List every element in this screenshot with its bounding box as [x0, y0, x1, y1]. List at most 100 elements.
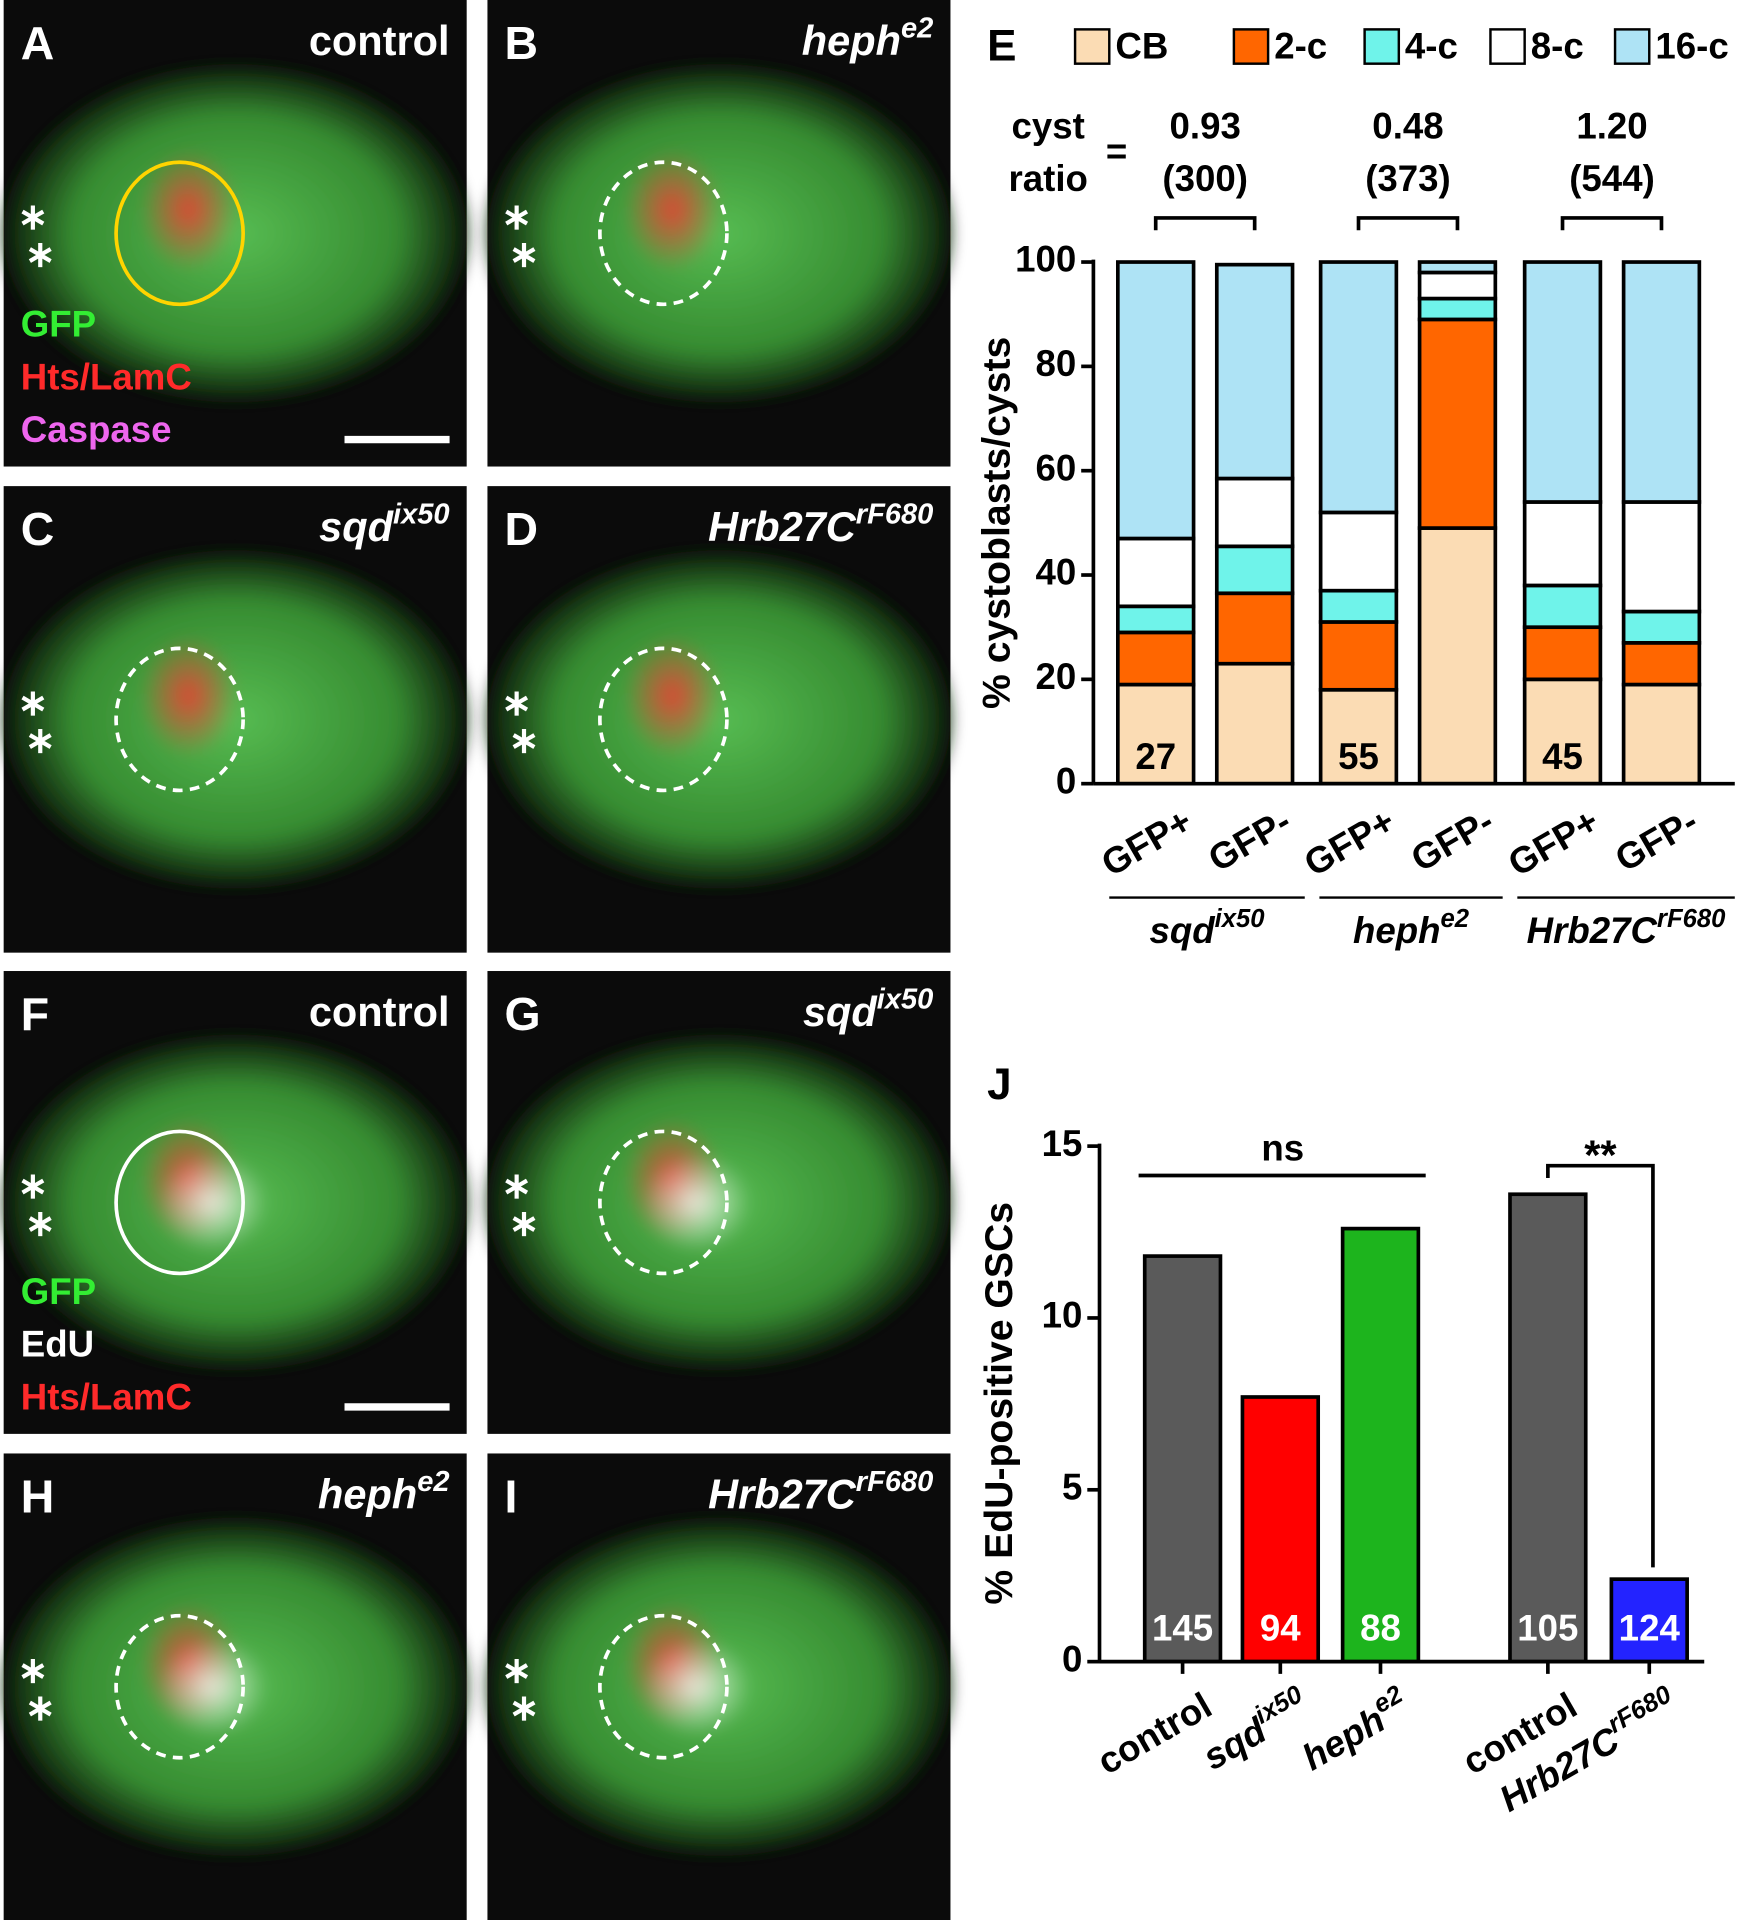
genotype-base: sqd — [803, 988, 878, 1035]
asterisk: ∗ — [501, 1649, 532, 1690]
y-tick-label: 100 — [1015, 239, 1076, 280]
bracket — [1153, 216, 1257, 231]
micrograph-content — [3, 1518, 467, 1855]
cell-outline — [598, 646, 729, 793]
tissue — [3, 551, 467, 888]
ratio-label: cyst — [1012, 105, 1085, 146]
x-tick-label: GFP+ — [1094, 800, 1198, 884]
x-tick-label: GFP- — [1201, 800, 1297, 879]
genotype-base: heph — [802, 17, 901, 64]
sig-bracket — [1546, 1163, 1655, 1568]
panel-label: J — [987, 1060, 1011, 1109]
bar-segment — [1417, 296, 1498, 322]
asterisk: ∗ — [501, 196, 532, 237]
legend-label: CB — [1115, 26, 1168, 67]
x-tick-label: GFP- — [1608, 800, 1704, 879]
bar-count: 124 — [1619, 1608, 1681, 1649]
bar-count: 88 — [1360, 1608, 1401, 1649]
group-label-base: sqd — [1149, 910, 1216, 951]
sig-label: ns — [1261, 1128, 1304, 1169]
tissue — [487, 65, 951, 402]
asterisk: ∗ — [501, 682, 532, 723]
micrograph-content — [3, 551, 467, 888]
cell-outline — [114, 1613, 245, 1760]
genotype-base: control — [309, 988, 450, 1035]
bracket — [1560, 216, 1664, 231]
bar-segment — [1621, 500, 1702, 614]
genotype: Hrb27CrF680 — [708, 1466, 933, 1518]
genotype: Hrb27CrF680 — [708, 498, 933, 550]
bracket — [1356, 216, 1460, 231]
x-tick-label: control — [1090, 1684, 1218, 1782]
bar-segment — [1318, 260, 1399, 515]
bar-segment — [1214, 476, 1295, 549]
x-tick-label: hephe2 — [1293, 1680, 1417, 1778]
genotype-sup: e2 — [417, 1466, 449, 1498]
micrograph-content — [487, 1035, 951, 1370]
bar — [1240, 1395, 1321, 1664]
cell-outline — [598, 1129, 729, 1276]
y-axis-label: % cystoblasts/cysts — [976, 337, 1019, 709]
genotype: sqdix50 — [803, 983, 933, 1035]
bar-segment — [1621, 260, 1702, 504]
group-label-sup: ix50 — [1215, 905, 1266, 933]
signal — [140, 148, 238, 272]
asterisk: ∗ — [509, 233, 540, 274]
y-tick-label: 40 — [1036, 552, 1077, 593]
bar-segment — [1522, 260, 1603, 504]
x-tick-label-sup: ix50 — [1250, 1680, 1308, 1730]
legend-swatch — [1363, 28, 1401, 65]
panel-label: F — [21, 988, 49, 1040]
panel-label: A — [21, 17, 55, 69]
asterisk: ∗ — [25, 233, 56, 274]
asterisk: ∗ — [18, 682, 49, 723]
genotype-base: heph — [318, 1471, 417, 1518]
asterisk: ∗ — [18, 1165, 49, 1206]
bar-segment — [1621, 682, 1702, 786]
legend-label: 2-c — [1274, 26, 1327, 67]
channel-label: Hts/LamC — [21, 356, 192, 397]
genotype-base: Hrb27C — [708, 1471, 857, 1518]
signal — [140, 634, 238, 758]
bar-segment — [1522, 625, 1603, 682]
bar-count: 105 — [1517, 1608, 1578, 1649]
sig-label: ** — [1584, 1131, 1617, 1178]
group-label-base: heph — [1353, 910, 1441, 951]
bar-segment — [1116, 260, 1196, 541]
group-label-base: Hrb27C — [1527, 910, 1658, 951]
cyst-n: (373) — [1365, 158, 1451, 199]
legend-swatch — [1232, 28, 1270, 65]
group-label: Hrb27CrF680 — [1527, 905, 1726, 951]
legend-label: 4-c — [1405, 26, 1458, 67]
bar-segment — [1214, 544, 1295, 596]
legend-label: 16-c — [1655, 26, 1728, 67]
edu-signal — [157, 1637, 267, 1736]
x-tick-label: GFP- — [1404, 800, 1500, 879]
channel-label: GFP — [21, 304, 96, 345]
bar-count: 94 — [1260, 1608, 1301, 1649]
cell-outline — [114, 646, 245, 793]
bar — [1340, 1226, 1421, 1664]
y-tick-label: 15 — [1042, 1123, 1083, 1164]
panel-label: C — [21, 503, 55, 555]
cyst-ratio: 0.93 — [1170, 105, 1241, 146]
bar-count: 55 — [1338, 736, 1379, 777]
channel-label: EdU — [21, 1324, 94, 1365]
asterisk: ∗ — [509, 1687, 540, 1728]
y-tick-label: 20 — [1036, 656, 1077, 697]
tissue — [3, 65, 467, 402]
genotype-sup: ix50 — [877, 983, 934, 1015]
legend-swatch — [1489, 28, 1526, 65]
bar-segment — [1214, 262, 1295, 481]
edu-signal — [640, 1637, 751, 1736]
asterisk: ∗ — [18, 1649, 49, 1690]
signal — [623, 148, 722, 272]
panel-label: H — [21, 1470, 55, 1522]
asterisk: ∗ — [509, 1202, 540, 1243]
bar-segment — [1214, 661, 1295, 786]
panel-label: B — [505, 17, 539, 69]
legend-swatch — [1073, 28, 1111, 65]
cyst-n: (300) — [1162, 158, 1248, 199]
bar-segment — [1318, 588, 1399, 624]
genotype-sup: ix50 — [393, 498, 450, 530]
